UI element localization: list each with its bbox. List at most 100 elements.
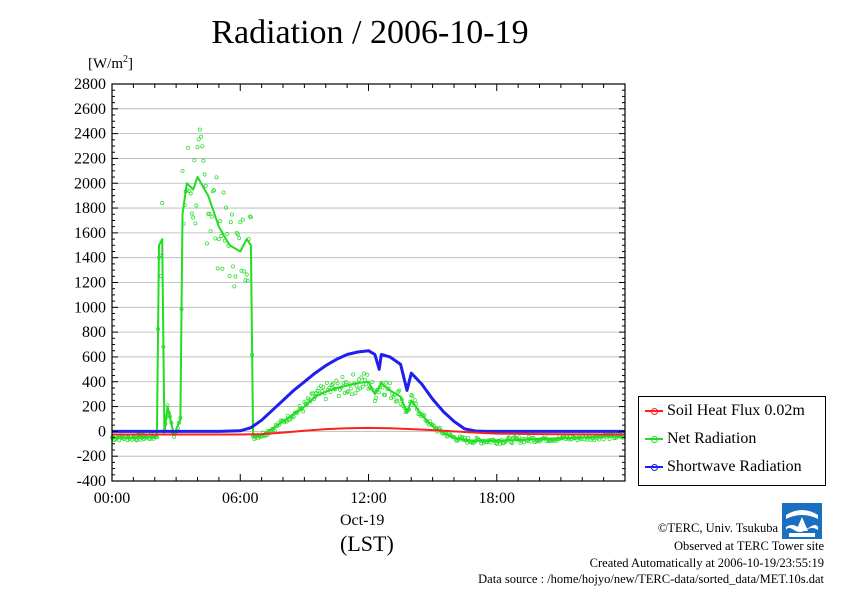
net-radiation-point	[327, 385, 332, 390]
net-radiation-point	[376, 390, 381, 395]
net-radiation-point	[221, 190, 226, 195]
credit-copyright: ©TERC, Univ. Tsukuba	[657, 521, 778, 535]
net-radiation-point	[117, 438, 122, 443]
y-axis-unit: [W/m2]	[88, 54, 133, 73]
y-tick-label: 2800	[74, 76, 106, 93]
grid-lines	[112, 83, 625, 482]
net-radiation-point	[245, 278, 250, 283]
net-radiation-point	[197, 127, 202, 132]
net-radiation-point	[349, 392, 354, 397]
net-radiation-point	[522, 440, 527, 445]
y-tick-label: 2200	[74, 150, 106, 167]
x-date-label: Oct-19	[340, 512, 385, 529]
net-radiation-point	[201, 158, 206, 163]
legend-label: Shortwave Radiation	[667, 458, 802, 475]
net-radiation-point	[336, 394, 341, 399]
net-radiation-point	[202, 172, 207, 177]
series-line	[112, 426, 626, 436]
net-radiation-point	[291, 414, 296, 419]
legend-label: Soil Heat Flux 0.02m	[667, 402, 805, 419]
net-radiation-point	[191, 215, 196, 220]
y-tick-label: 400	[82, 374, 106, 391]
net-radiation-point	[359, 375, 364, 380]
net-radiation-point	[242, 269, 247, 274]
net-radiation-point	[361, 371, 366, 376]
y-tick-label: 800	[82, 324, 106, 341]
net-radiation-point	[517, 435, 522, 440]
y-tick-label: 0	[98, 423, 106, 440]
y-tick-label: 1400	[74, 250, 106, 267]
net-radiation-point	[235, 232, 240, 237]
legend-swatch-red	[645, 408, 663, 415]
y-tick-label: 1600	[74, 225, 106, 242]
net-radiation-point	[199, 134, 204, 139]
net-radiation-point	[200, 144, 205, 149]
net-radiation-point	[324, 380, 329, 385]
net-radiation-point	[321, 385, 326, 390]
net-radiation-point	[134, 438, 139, 443]
net-radiation-point	[383, 392, 387, 397]
y-tick-label: 2000	[74, 175, 106, 192]
net-radiation-point	[389, 396, 394, 401]
net-radiation-point	[193, 221, 198, 226]
net-radiation-point	[247, 214, 252, 219]
net-radiation-point	[397, 388, 402, 393]
credit-observed: Observed at TERC Tower site	[673, 539, 824, 553]
net-radiation-point	[220, 266, 225, 271]
net-radiation-point	[314, 390, 319, 395]
net-radiation-point	[218, 219, 223, 224]
net-radiation-point	[196, 137, 201, 142]
y-unit-tail: ]	[128, 56, 133, 72]
y-tick-label: -200	[77, 448, 106, 465]
net-radiation-point	[189, 211, 194, 216]
y-tick-label: 200	[82, 399, 106, 416]
net-radiation-point	[160, 201, 165, 205]
x-tick-label: 06:00	[222, 490, 258, 507]
net-radiation-point	[301, 409, 306, 414]
net-radiation-point	[601, 437, 606, 442]
net-radiation-point	[346, 389, 351, 394]
net-radiation-point	[243, 278, 248, 283]
net-radiation-point	[348, 386, 353, 391]
net-radiation-point	[210, 189, 215, 194]
credit-source: Data source : /home/hojyo/new/TERC-data/…	[478, 572, 824, 586]
net-radiation-point	[227, 274, 232, 278]
y-tick-label: 2600	[74, 101, 106, 118]
legend-swatch-green	[645, 436, 663, 443]
net-radiation-point	[398, 401, 403, 406]
y-tick-label: 1800	[74, 200, 106, 217]
net-radiation-point	[207, 211, 212, 216]
series-soil-heat-flux-0-02m	[112, 426, 626, 436]
series-net-radiation	[110, 127, 626, 446]
net-radiation-point	[225, 231, 230, 236]
net-radiation-point	[460, 434, 465, 439]
net-radiation-point	[372, 399, 377, 403]
y-tick-label: 2400	[74, 126, 106, 143]
net-radiation-point	[215, 266, 220, 271]
net-radiation-point	[203, 183, 208, 188]
legend-item-soil-heat-flux: Soil Heat Flux 0.02m	[645, 400, 805, 422]
net-radiation-point	[195, 145, 200, 150]
net-radiation-point	[380, 385, 385, 390]
net-radiation-point	[216, 237, 221, 242]
credit-created: Created Automatically at 2006-10-19/23:5…	[589, 556, 824, 570]
net-radiation-point	[214, 175, 219, 180]
net-radiation-point	[240, 217, 245, 222]
net-radiation-point	[510, 441, 515, 446]
net-radiation-point	[244, 272, 249, 277]
y-unit-sup: 2	[123, 54, 128, 65]
net-radiation-point	[412, 398, 417, 403]
x-tick-label: 00:00	[94, 490, 130, 507]
net-radiation-point	[205, 241, 209, 246]
net-radiation-point	[387, 381, 392, 386]
net-radiation-point	[231, 264, 236, 269]
legend-item-shortwave-radiation: Shortwave Radiation	[645, 456, 802, 478]
x-axis-label: (LST)	[340, 531, 394, 556]
legend-swatch-blue	[645, 464, 663, 471]
net-radiation-point	[384, 380, 389, 385]
net-radiation-point	[224, 205, 228, 210]
series-shortwave-radiation	[112, 349, 625, 433]
net-radiation-point	[304, 402, 309, 407]
net-radiation-point	[410, 394, 415, 399]
